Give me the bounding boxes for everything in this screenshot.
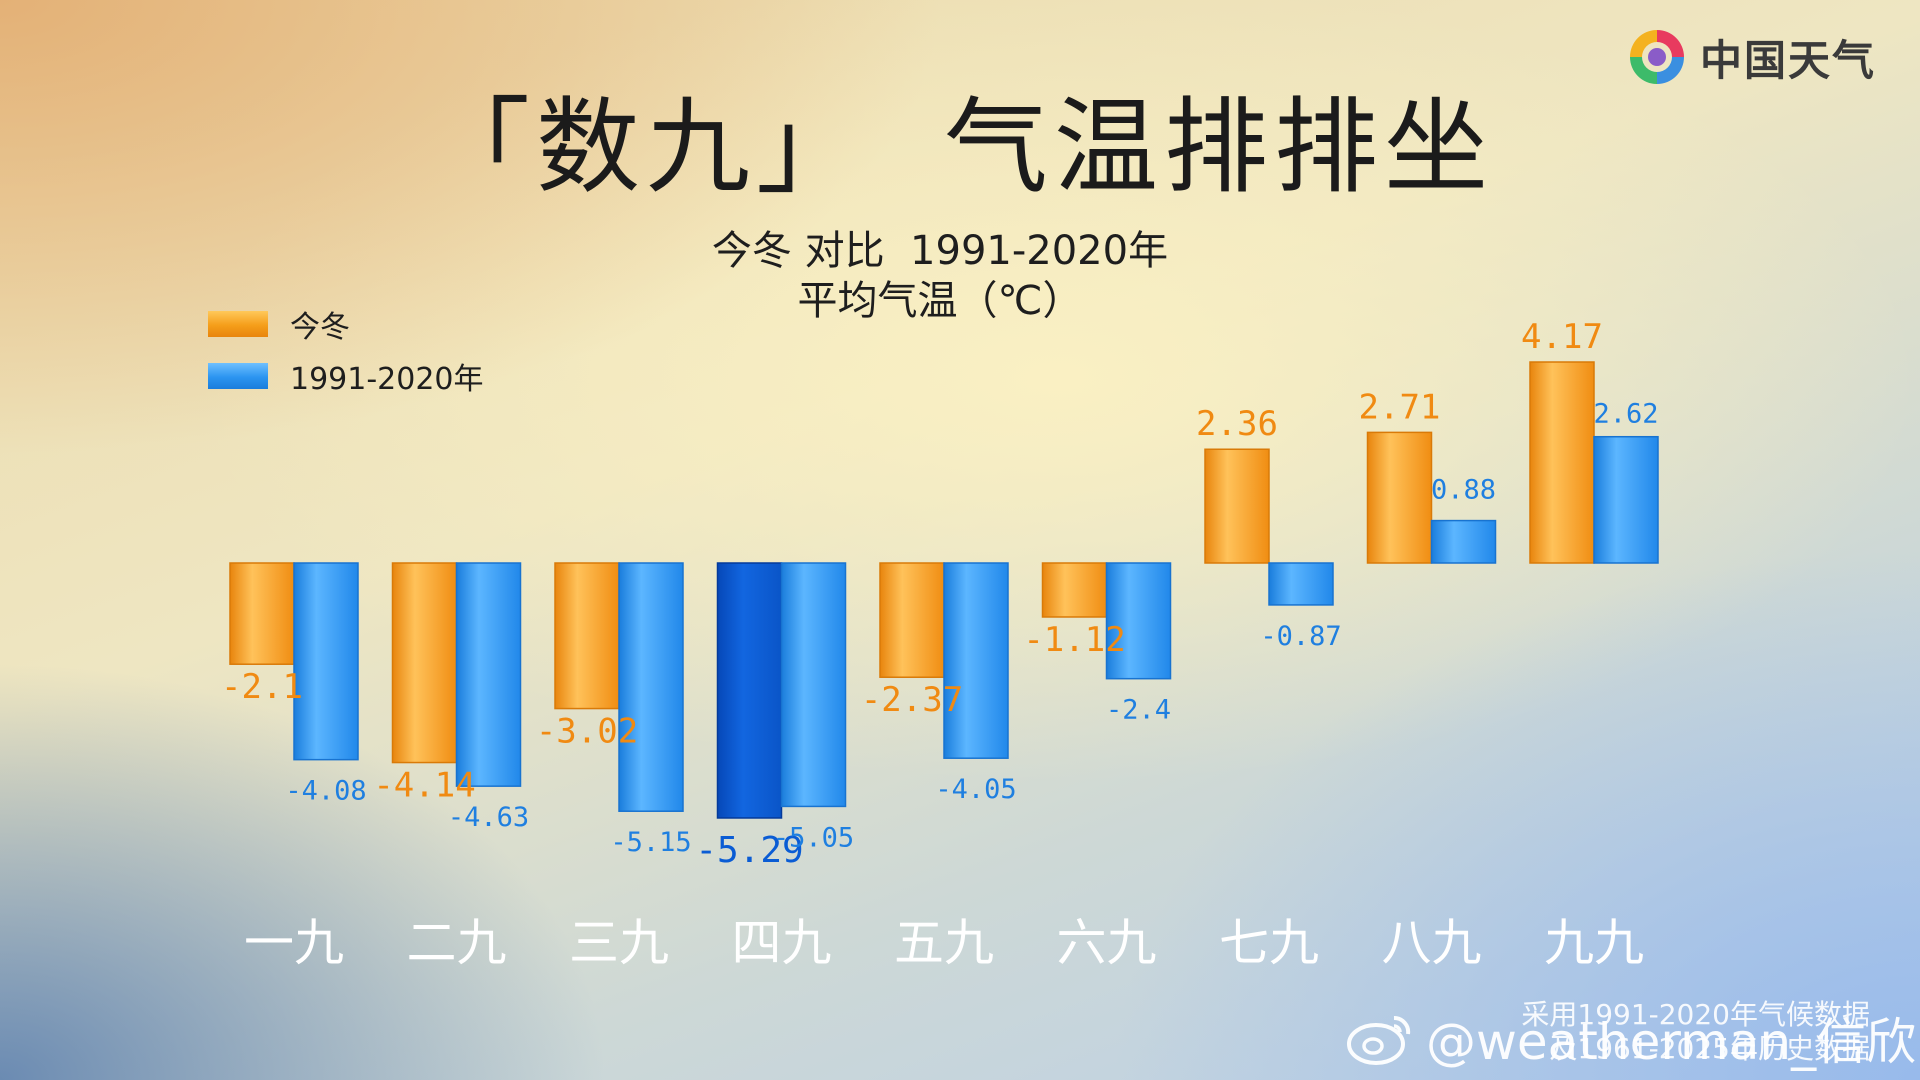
- weibo-icon: [1347, 1015, 1411, 1065]
- bar-current-winter-5: [879, 562, 945, 678]
- chart-subtitle-line1: 今冬 对比 1991-2020年: [711, 228, 1169, 274]
- legend-item-climate-normal: 1991-2020年: [208, 350, 484, 402]
- data-label-current-winter-8: 2.71: [1359, 387, 1441, 427]
- bar-climate-normal-2: [455, 562, 522, 787]
- category-label-4: 四九: [732, 914, 832, 972]
- data-label-current-winter-4: -5.29: [695, 830, 803, 871]
- data-label-current-winter-3: -3.02: [536, 712, 638, 752]
- data-label-current-winter-2: -4.14: [373, 766, 475, 806]
- chart-subtitle-line2: 平均气温（℃）: [797, 278, 1083, 324]
- category-label-6: 六九: [1057, 914, 1157, 972]
- data-label-current-winter-5: -2.37: [861, 680, 963, 720]
- data-label-current-winter-9: 4.17: [1521, 317, 1603, 357]
- category-label-1: 一九: [244, 914, 344, 972]
- data-label-climate-normal-1: -4.08: [285, 776, 366, 807]
- data-label-current-winter-1: -2.1: [221, 667, 303, 707]
- data-label-current-winter-6: -1.12: [1023, 620, 1125, 660]
- chart-legend: 今冬 1991-2020年: [208, 298, 484, 402]
- watermark-text: @weatherman_信欣: [1426, 1013, 1917, 1071]
- bar-current-winter-6: [1041, 562, 1108, 618]
- bar-climate-normal-6: [1105, 562, 1172, 680]
- watermark: @weatherman_信欣: [1346, 1002, 1916, 1074]
- chart-title: 「数九」 气温排排坐: [425, 86, 1495, 208]
- bar-current-winter-9: [1529, 361, 1595, 564]
- legend-item-current-winter: 今冬: [208, 298, 484, 350]
- data-label-climate-normal-6: -2.4: [1106, 695, 1171, 726]
- data-label-climate-normal-2: -4.63: [448, 802, 529, 833]
- data-label-climate-normal-3: -5.15: [610, 827, 691, 858]
- data-label-climate-normal-8: 0.88: [1431, 475, 1496, 506]
- category-label-2: 二九: [407, 914, 507, 972]
- bar-current-winter-4: [716, 562, 783, 819]
- bar-current-winter-2: [391, 562, 458, 764]
- data-label-current-winter-7: 2.36: [1196, 404, 1278, 444]
- bar-climate-normal-7: [1268, 562, 1334, 606]
- category-label-5: 五九: [894, 914, 994, 972]
- bar-climate-normal-9: [1593, 435, 1659, 564]
- category-label-8: 八九: [1382, 914, 1482, 972]
- category-label-3: 三九: [569, 914, 669, 972]
- data-label-climate-normal-7: -0.87: [1260, 621, 1341, 652]
- data-source-line2: 及1961-2025年历史数据: [1549, 1032, 1870, 1065]
- data-label-climate-normal-4: -5.05: [773, 822, 854, 853]
- bar-current-winter-1: [229, 562, 295, 665]
- bar-climate-normal-3: [618, 562, 684, 812]
- brand-logo: 中国天气: [1622, 22, 1876, 92]
- bar-climate-normal-4: [780, 562, 847, 808]
- legend-label-current-winter: 今冬: [290, 310, 350, 345]
- data-label-climate-normal-9: 2.62: [1593, 399, 1658, 430]
- bar-climate-normal-5: [943, 562, 1009, 759]
- bar-current-winter-8: [1366, 431, 1433, 564]
- bar-current-winter-3: [554, 562, 620, 710]
- bar-current-winter-7: [1204, 448, 1270, 564]
- category-label-7: 七九: [1219, 914, 1319, 972]
- data-source-note: 采用1991-2020年气候数据 及1961-2025年历史数据: [1521, 998, 1870, 1066]
- legend-swatch-blue: [208, 363, 268, 389]
- data-label-climate-normal-5: -4.05: [935, 774, 1016, 805]
- brand-name: 中国天气: [1700, 35, 1877, 85]
- bar-climate-normal-1: [293, 562, 359, 761]
- legend-swatch-orange: [208, 311, 268, 337]
- data-source-line1: 采用1991-2020年气候数据: [1521, 998, 1870, 1031]
- bar-climate-normal-8: [1430, 519, 1497, 564]
- category-label-9: 九九: [1544, 914, 1644, 972]
- swirl-logo-icon: [1630, 30, 1684, 84]
- legend-label-climate-normal: 1991-2020年: [290, 362, 484, 397]
